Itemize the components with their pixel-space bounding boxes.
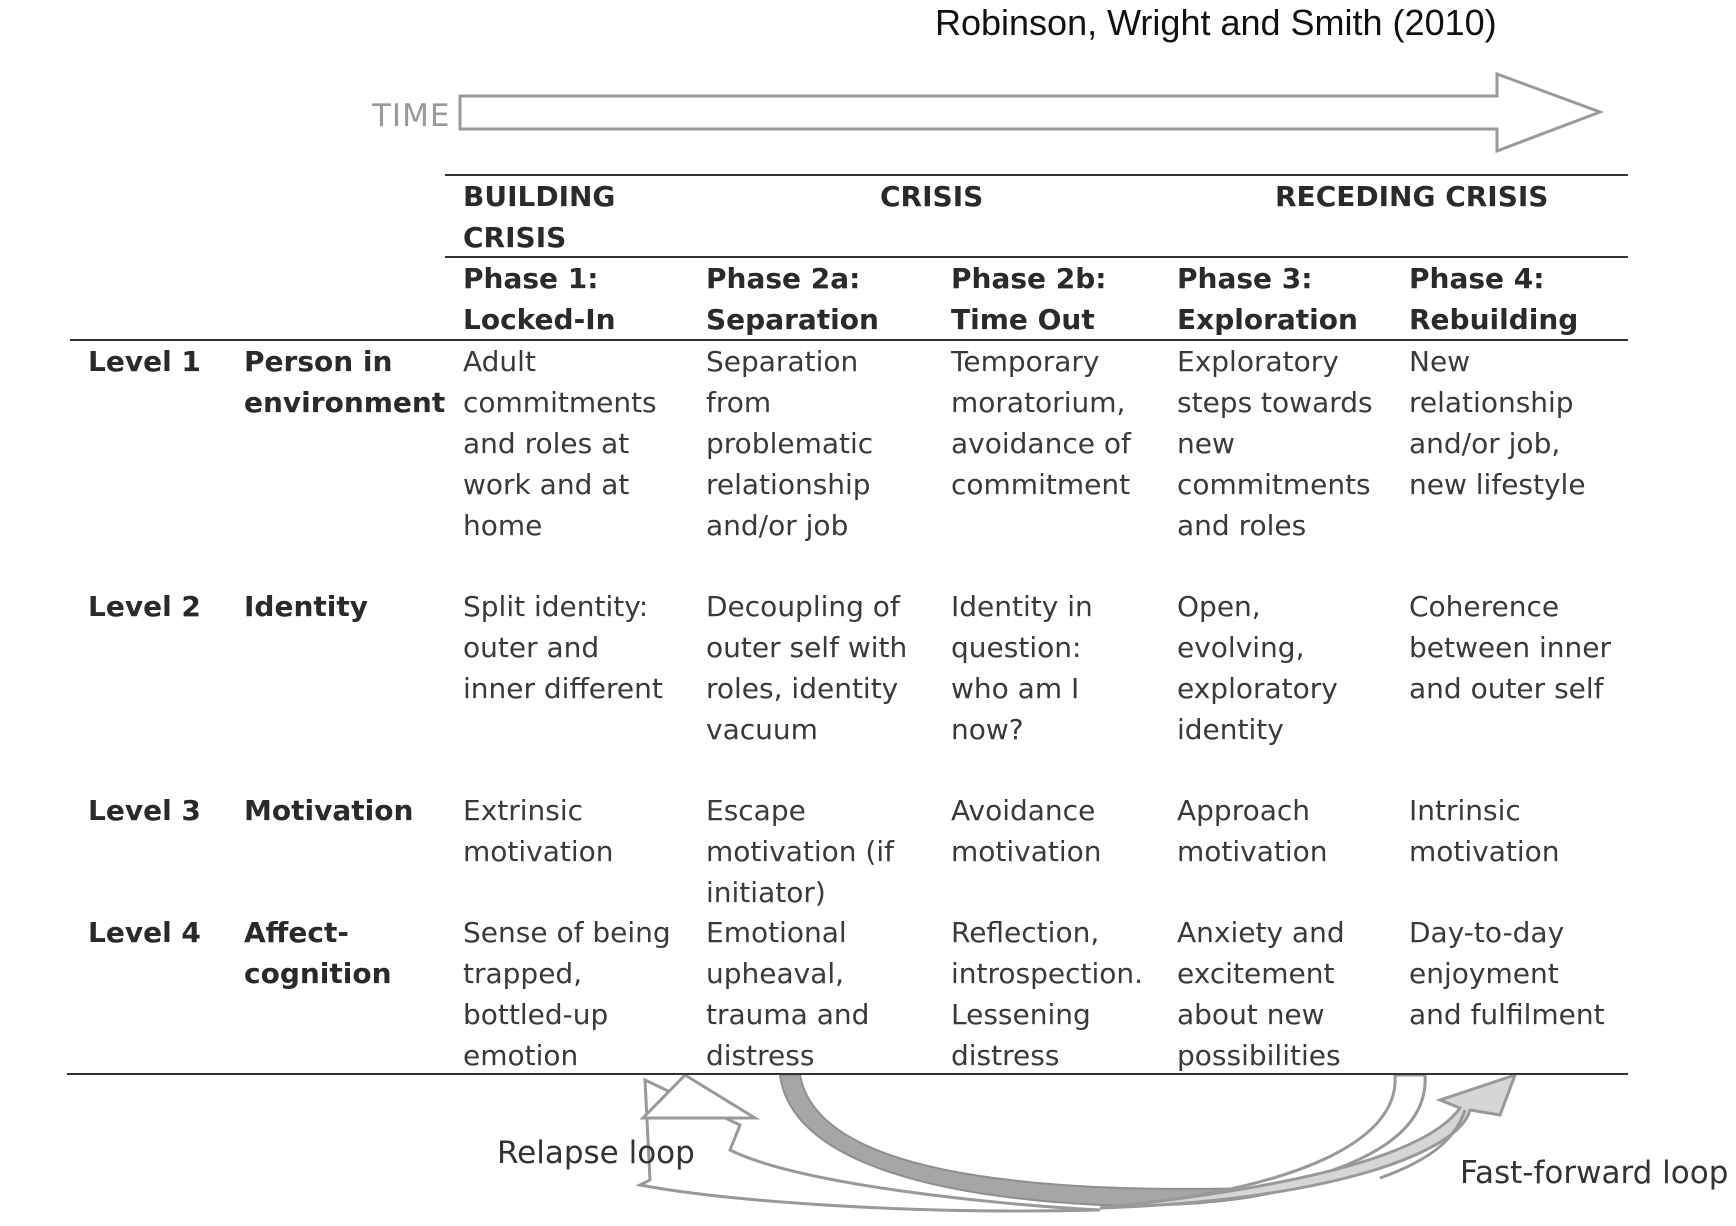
level-1-phase-4-cell: New relationship and/or job, new lifesty… <box>1409 345 1586 501</box>
level-3-label: Level 3 <box>88 794 201 827</box>
level-2-phase-3-cell: Open, evolving, exploratory identity <box>1177 590 1338 746</box>
relapse-loop-arrow <box>635 1073 1301 1213</box>
phase-1-header: Phase 1: Locked-In <box>463 258 616 340</box>
level-1-phase-1-cell: Adult commitments and roles at work and … <box>463 345 657 542</box>
phase-2a-header: Phase 2a: Separation <box>706 258 879 340</box>
level-3-phase-1-cell: Extrinsic motivation <box>463 794 614 868</box>
level-2-phase-2a-cell: Decoupling of outer self with roles, ide… <box>706 590 908 746</box>
phase-2b-header: Phase 2b: Time Out <box>951 258 1106 340</box>
level-1-phase-2a-cell: Separation from problematic relationship… <box>706 345 874 542</box>
phase-title: Phase 1: <box>463 262 599 295</box>
level-4-phase-2a-cell: Emotional upheaval, trauma and distress <box>706 916 870 1072</box>
level-4-phase-1-cell: Sense of being trapped, bottled-up emoti… <box>463 916 671 1072</box>
phase-name: Exploration <box>1177 303 1358 336</box>
level-3-phase-2b-cell: Avoidance motivation <box>951 794 1102 868</box>
rule-stage <box>445 256 1628 258</box>
stage-receding-crisis: RECEDING CRISIS <box>1275 180 1549 213</box>
time-label: TIME <box>372 98 451 134</box>
level-2-phase-4-cell: Coherence between inner and outer self <box>1409 590 1611 705</box>
phase-4-header: Phase 4: Rebuilding <box>1409 258 1578 340</box>
phase-name: Separation <box>706 303 879 336</box>
level-3-name: Motivation <box>244 794 414 827</box>
level-1-name: Person in environment <box>244 345 446 419</box>
level-3-phase-4-cell: Intrinsic motivation <box>1409 794 1560 868</box>
level-1-phase-2b-cell: Temporary moratorium, avoidance of commi… <box>951 345 1131 501</box>
rule-top <box>445 174 1628 176</box>
level-3-phase-3-cell: Approach motivation <box>1177 794 1328 868</box>
rule-header <box>70 339 1628 341</box>
level-1-label: Level 1 <box>88 345 201 378</box>
level-4-name: Affect-cognition <box>244 916 392 990</box>
phase-3-header: Phase 3: Exploration <box>1177 258 1358 340</box>
time-arrow <box>458 71 1605 154</box>
level-4-phase-3-cell: Anxiety and excitement about new possibi… <box>1177 916 1345 1072</box>
stage-building-crisis: BUILDING CRISIS <box>463 180 616 254</box>
level-2-name: Identity <box>244 590 369 623</box>
fast-forward-loop-arrow <box>1099 1072 1518 1210</box>
level-4-phase-2b-cell: Reflection, introspection. Lessening dis… <box>951 916 1144 1072</box>
phase-name: Rebuilding <box>1409 303 1579 336</box>
phase-title: Phase 4: <box>1409 262 1545 295</box>
citation: Robinson, Wright and Smith (2010) <box>935 2 1497 43</box>
rule-bottom <box>67 1073 1628 1075</box>
level-1-phase-3-cell: Exploratory steps towards new commitment… <box>1177 345 1373 542</box>
relapse-loop-label: Relapse loop <box>497 1135 695 1171</box>
level-2-label: Level 2 <box>88 590 201 623</box>
level-4-phase-4-cell: Day-to-day enjoyment and fulfilment <box>1409 916 1605 1031</box>
level-3-phase-2a-cell: Escape motivation (if initiator) <box>706 794 894 909</box>
phase-title: Phase 2b: <box>951 262 1107 295</box>
level-2-phase-1-cell: Split identity: outer and inner differen… <box>463 590 663 705</box>
phase-name: Time Out <box>951 303 1095 336</box>
stage-crisis: CRISIS <box>880 180 984 213</box>
phase-title: Phase 2a: <box>706 262 861 295</box>
phase-name: Locked-In <box>463 303 616 336</box>
phase-title: Phase 3: <box>1177 262 1313 295</box>
fast-forward-loop-label: Fast-forward loop <box>1460 1155 1729 1191</box>
level-2-phase-2b-cell: Identity in question: who am I now? <box>951 590 1093 746</box>
level-4-label: Level 4 <box>88 916 201 949</box>
